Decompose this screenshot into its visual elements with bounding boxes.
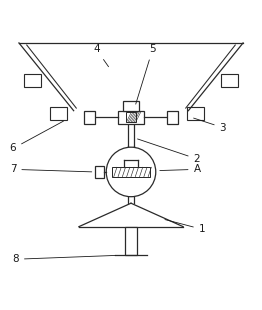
Bar (123, 101, 139, 111)
Circle shape (106, 147, 156, 197)
Text: 8: 8 (12, 254, 115, 264)
Bar (187, 107, 204, 120)
Bar (125, 227, 137, 255)
Bar (24, 74, 41, 87)
Text: 3: 3 (194, 118, 226, 133)
Bar (84, 111, 95, 124)
Text: A: A (160, 164, 201, 174)
Bar (112, 167, 150, 177)
Text: 5: 5 (136, 44, 156, 104)
Bar (118, 111, 144, 124)
Bar (167, 111, 178, 124)
Bar (125, 112, 137, 122)
Bar (50, 107, 67, 120)
Text: 7: 7 (10, 164, 92, 174)
Bar (221, 74, 238, 87)
Text: 4: 4 (93, 44, 108, 67)
Text: 1: 1 (165, 219, 205, 234)
Text: 2: 2 (138, 139, 200, 164)
Bar (95, 166, 105, 178)
Text: 6: 6 (10, 121, 63, 153)
